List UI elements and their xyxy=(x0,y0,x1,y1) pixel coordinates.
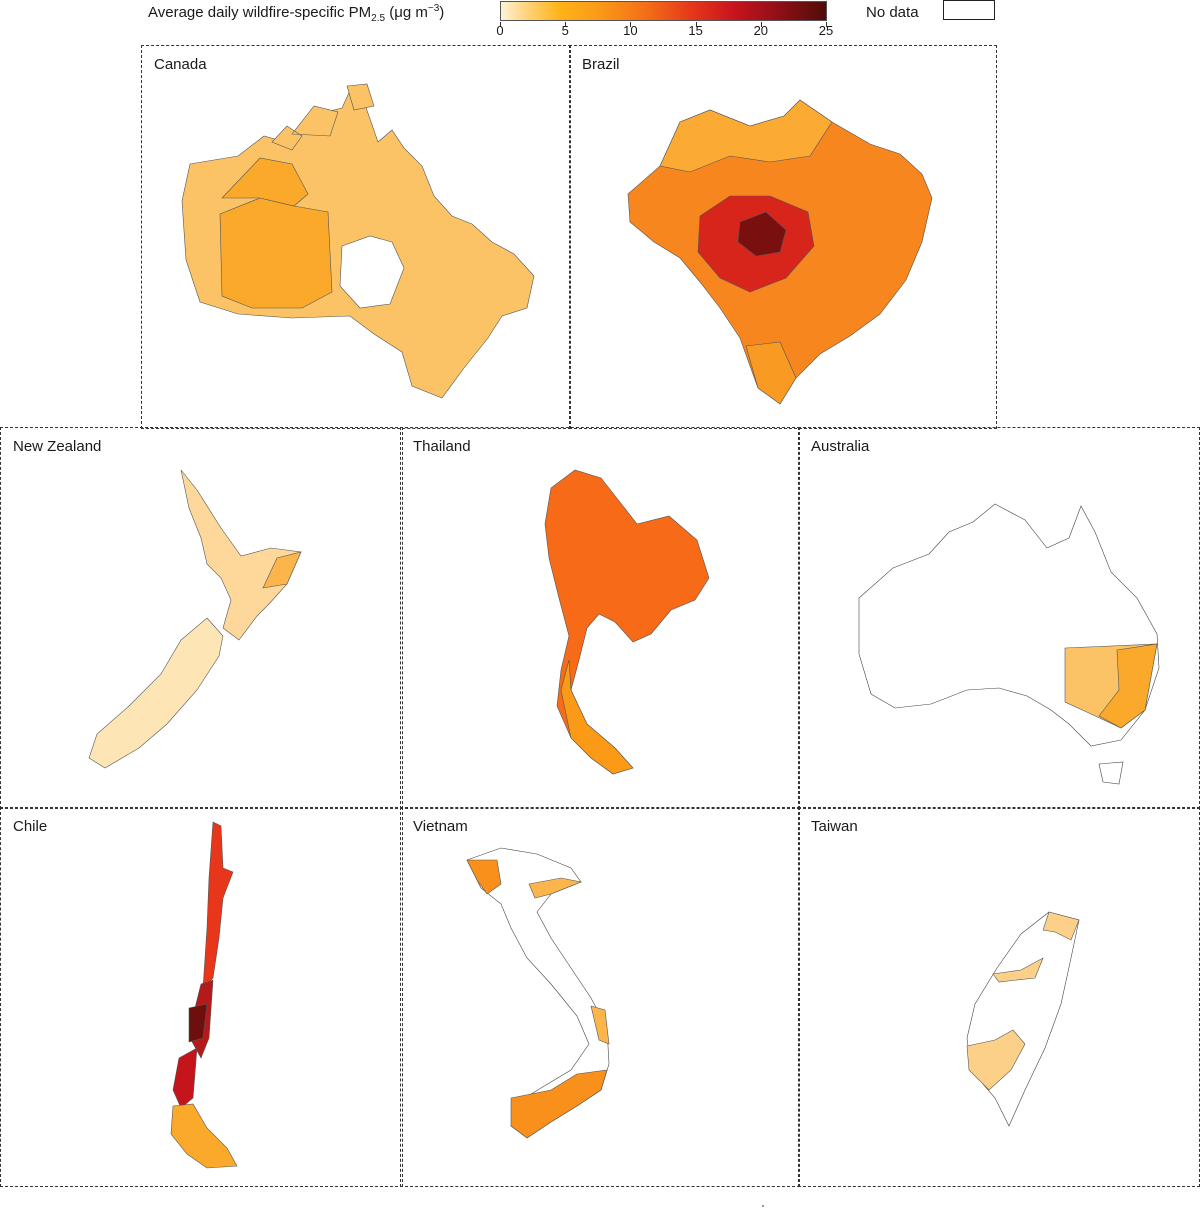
panel-title: Chile xyxy=(13,818,48,835)
taiwan-map xyxy=(966,911,1080,1127)
australia-map xyxy=(858,503,1160,785)
panel-title: Taiwan xyxy=(811,818,858,835)
colorbar-tick xyxy=(760,22,762,27)
colorbar-tick xyxy=(630,22,632,27)
canada-nwt xyxy=(221,157,309,207)
thailand-south xyxy=(560,659,634,775)
panel-title: Canada xyxy=(154,56,207,73)
new-zealand-map xyxy=(88,469,302,769)
panel-brazil: Brazil xyxy=(569,45,997,429)
panel-thailand: Thailand xyxy=(400,427,800,809)
chile-peak xyxy=(188,1003,208,1043)
nz-north-island xyxy=(180,469,302,641)
taiwan-central xyxy=(992,957,1044,983)
panel-taiwan: Taiwan xyxy=(798,807,1200,1187)
stray-mark xyxy=(762,1205,764,1207)
panel-title: Vietnam xyxy=(413,818,468,835)
brazil-core xyxy=(737,211,787,257)
panel-australia: Australia xyxy=(798,427,1200,809)
taiwan-south xyxy=(966,1029,1026,1091)
colorbar-tick-label: 25 xyxy=(818,23,834,38)
canada-prairies xyxy=(219,197,333,309)
panel-vietnam: Vietnam xyxy=(400,807,800,1187)
panel-new-zealand: New Zealand xyxy=(0,427,403,809)
vietnam-northeast xyxy=(528,877,583,899)
tasmania xyxy=(1098,761,1124,785)
panel-title: Thailand xyxy=(413,438,471,455)
colorbar-tick-label: 20 xyxy=(753,23,769,38)
colorbar-tick-label: 15 xyxy=(688,23,703,38)
brazil-map xyxy=(627,99,933,405)
colorbar-tick xyxy=(565,22,567,27)
australia-east-coast xyxy=(1098,643,1158,729)
colorbar-tick xyxy=(826,22,827,27)
vietnam-map xyxy=(466,847,610,1139)
nz-south-island xyxy=(88,617,224,769)
canada-map xyxy=(181,83,535,399)
vietnam-central xyxy=(590,1005,610,1045)
chile-patagonia xyxy=(170,1103,238,1169)
colorbar-tick xyxy=(500,22,501,27)
colorbar-tick xyxy=(695,22,697,27)
colorbar xyxy=(500,1,827,21)
hudson-bay xyxy=(339,235,405,309)
taiwan-north xyxy=(1042,911,1080,941)
no-data-label: No data xyxy=(866,4,919,21)
nz-east-cape xyxy=(262,551,302,589)
chile-north xyxy=(202,821,234,989)
vietnam-south xyxy=(510,1069,608,1139)
taiwan-shape xyxy=(966,911,1080,1127)
vietnam-northwest xyxy=(466,859,502,895)
thailand-map xyxy=(544,469,710,775)
colorbar-tick-label: 5 xyxy=(561,23,569,38)
panel-title: Australia xyxy=(811,438,870,455)
legend-title: Average daily wildfire-specific PM2.5 (μ… xyxy=(148,3,445,24)
panel-title: Brazil xyxy=(582,56,620,73)
colorbar-tick-label: 10 xyxy=(623,23,638,38)
panel-chile: Chile xyxy=(0,807,403,1187)
brazil-north xyxy=(659,99,833,173)
arctic-islands xyxy=(271,83,375,151)
brazil-south xyxy=(745,341,797,405)
panel-title: New Zealand xyxy=(13,438,102,455)
thailand-shape xyxy=(544,469,710,775)
chile-map xyxy=(170,821,238,1169)
panel-canada: Canada xyxy=(141,45,571,429)
colorbar-tick-label: 0 xyxy=(496,23,504,38)
chile-south xyxy=(172,1047,198,1109)
no-data-swatch xyxy=(943,0,995,20)
